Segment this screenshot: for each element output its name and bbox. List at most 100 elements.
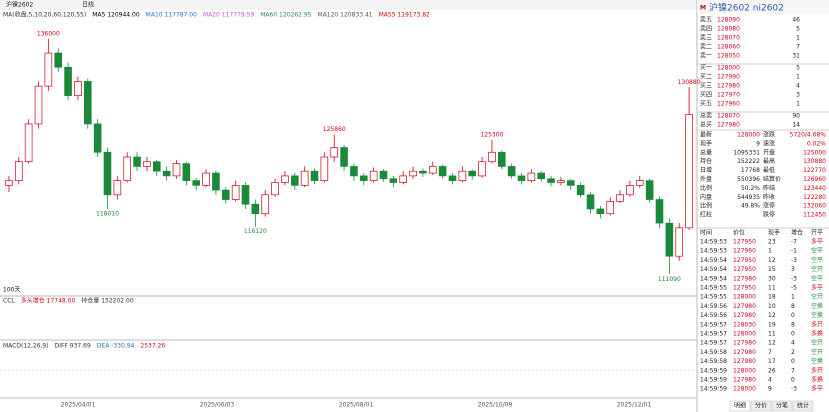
tab[interactable] xyxy=(792,400,814,412)
trade-cell: 128030 xyxy=(733,321,756,328)
candle-body xyxy=(290,175,299,186)
trade-cell: 多换 xyxy=(811,330,823,338)
trade-cell: 12 xyxy=(768,257,776,264)
toolbar xyxy=(0,0,697,10)
date-label: 2025/08/01 xyxy=(339,402,374,409)
candle-body xyxy=(606,201,615,215)
candle-body xyxy=(182,163,191,181)
trade-cell: 128000 xyxy=(733,294,756,301)
book-label: 买二 xyxy=(700,73,712,81)
extreme-label: 111090 xyxy=(658,276,681,283)
trade-cell: 14:59:56 xyxy=(700,312,727,319)
candle-body xyxy=(685,114,693,229)
trade-cell: 14:59:57 xyxy=(700,321,727,328)
market-mark: M xyxy=(700,5,706,12)
trade-cell: 多开 xyxy=(811,366,823,374)
extreme-label: 125860 xyxy=(323,126,346,133)
stat-label: 现手 xyxy=(700,139,712,147)
stat-label: 日增 xyxy=(700,166,712,174)
book-price: 127980 xyxy=(717,83,740,90)
date-label: 2025/10/09 xyxy=(478,402,513,409)
candle-body xyxy=(24,123,33,163)
trade-cell: 0 xyxy=(791,312,795,319)
tab[interactable] xyxy=(771,400,793,412)
tab-label[interactable]: 分笔 xyxy=(776,402,788,410)
trade-cell: 17 xyxy=(768,358,776,365)
stat-label: 最新 xyxy=(700,131,712,139)
candle-body xyxy=(507,166,516,177)
trade-cell: 空开 xyxy=(811,339,823,347)
candle-body xyxy=(241,184,250,205)
trade-cell: 128000 xyxy=(733,331,756,338)
tab-label[interactable]: 分价 xyxy=(755,402,767,410)
trade-cell: -3 xyxy=(791,386,797,393)
book-volume: 5 xyxy=(796,26,800,33)
stat-label: 红柱 xyxy=(700,211,712,219)
trade-cell: 多平 xyxy=(811,385,823,393)
book-price: 128000 xyxy=(717,65,740,72)
trade-cell: 15 xyxy=(768,266,776,273)
trade-cell: 10 xyxy=(768,303,776,310)
candle-body xyxy=(113,180,122,196)
book-volume: 1 xyxy=(796,101,800,108)
trade-cell: 空换 xyxy=(811,311,823,319)
stat-value: 122280 xyxy=(803,194,826,201)
stat-value: 122770 xyxy=(803,167,826,174)
candle-body xyxy=(251,203,260,215)
book-label: 总买 xyxy=(700,121,712,129)
stat-value: 128000 xyxy=(737,132,760,139)
quote-title: 沪镍2602 ni2602 xyxy=(709,2,784,14)
tab-label[interactable]: 统计 xyxy=(797,402,809,410)
stat-label: 内盘 xyxy=(700,193,712,201)
trade-cell: 0 xyxy=(791,377,795,384)
book-volume: 46 xyxy=(792,17,800,24)
candle-body xyxy=(428,166,437,174)
candle-body xyxy=(655,199,664,224)
book-volume: 5 xyxy=(796,65,800,72)
trade-cell: 14:59:55 xyxy=(700,294,727,301)
trade-cell: 127980 xyxy=(733,358,756,365)
candle-body xyxy=(527,172,536,181)
candle-body xyxy=(517,175,526,181)
book-price: 127960 xyxy=(717,101,740,108)
stat-value: 132060 xyxy=(803,203,826,210)
candle-body xyxy=(300,170,309,186)
ma-legend: MA60 120262.95 xyxy=(260,12,311,19)
tab[interactable] xyxy=(729,400,751,412)
candle-body xyxy=(34,85,43,125)
candle-body xyxy=(537,172,546,180)
trade-cell: 14:59:54 xyxy=(700,275,727,282)
macd-legend: MACD(12,26,9) xyxy=(3,343,49,350)
symbol: 沪镍2602 xyxy=(6,1,33,9)
candle-body xyxy=(635,180,644,186)
book-label: 买一 xyxy=(700,64,712,72)
trade-cell: 12 xyxy=(768,340,776,347)
trade-cell: 8 xyxy=(791,321,795,328)
trade-cell: 14:59:58 xyxy=(700,358,727,365)
trade-cell: 14:59:59 xyxy=(700,377,727,384)
trade-header: 增仓 xyxy=(791,229,803,237)
stat-value: 9 xyxy=(756,140,760,147)
trade-cell: 14:59:59 xyxy=(700,386,727,393)
trade-cell: 14:59:58 xyxy=(700,349,727,356)
trade-cell: 空开 xyxy=(811,293,823,301)
candle-body xyxy=(172,163,181,177)
trade-cell: 127950 xyxy=(733,257,756,264)
book-label: 买五 xyxy=(700,100,712,108)
trade-cell: 多平 xyxy=(811,284,823,292)
stat-value: 1095331 xyxy=(733,149,760,156)
book-label: 卖四 xyxy=(700,26,712,33)
trade-cell: 空换 xyxy=(811,357,823,365)
period-button[interactable]: 日线 xyxy=(82,1,94,9)
trade-cell: 127950 xyxy=(733,239,756,246)
book-label: 卖五 xyxy=(700,17,712,24)
candle-body xyxy=(350,166,358,177)
trade-cell: 14:59:53 xyxy=(700,239,727,246)
candle-body xyxy=(192,180,201,186)
trade-cell: -1 xyxy=(791,248,797,255)
tab-label[interactable]: 明细 xyxy=(734,402,746,410)
candle-body xyxy=(596,208,605,215)
trade-cell: 14:59:54 xyxy=(700,257,727,264)
tab[interactable] xyxy=(750,400,772,412)
book-label: 总卖 xyxy=(700,112,712,120)
